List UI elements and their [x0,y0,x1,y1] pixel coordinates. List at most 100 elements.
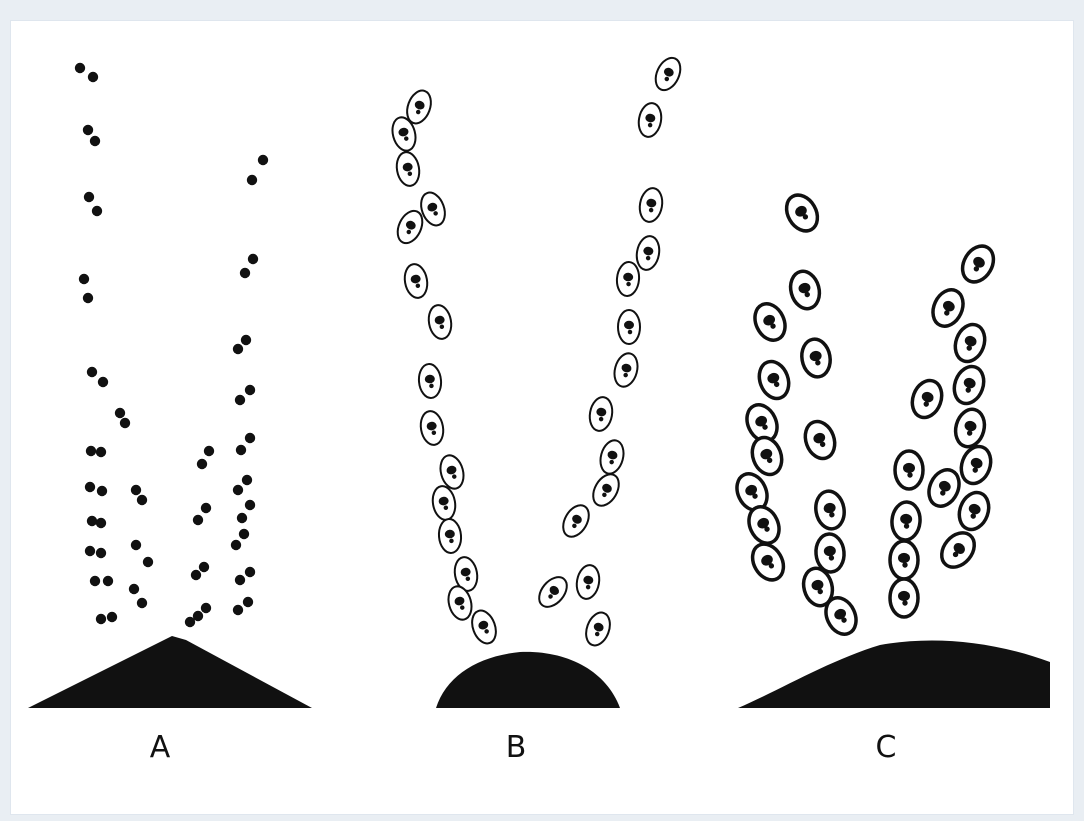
particle-oval [747,505,781,545]
particle-oval [439,454,465,490]
particle-dot [142,556,154,568]
particle-oval [750,435,784,477]
panel-label-a: A [149,730,171,765]
panel-a-ground-cone [28,636,312,708]
particle-dot [89,575,101,587]
panel-a [28,62,312,708]
particle-dot [238,528,250,540]
particle-oval [417,363,443,399]
particle-dot [200,502,212,514]
particle-oval [753,302,787,342]
particle-dot [119,417,131,429]
particle-dot [244,384,256,396]
particle-dot [198,561,210,573]
particle-dot [106,611,118,623]
panel-c-ground-plateau [738,640,1050,708]
particle-dot [234,574,246,586]
particle-dot [84,481,96,493]
panel-b-ground-dome [436,651,620,708]
particle-dot [232,604,244,616]
particle-dot [192,514,204,526]
particle-dot [244,499,256,511]
particle-dot [234,394,246,406]
particle-dot [130,539,142,551]
particle-dot [241,474,253,486]
particle-oval [824,596,858,636]
particle-oval [931,288,965,328]
particle-oval [599,439,625,475]
particle-dot [246,174,258,186]
particle-dot [97,376,109,388]
particle-dot [190,569,202,581]
particle-dot [86,515,98,527]
particle-oval [403,263,429,299]
particle-dot [200,602,212,614]
particle-dot [130,484,142,496]
particle-dot [95,517,107,529]
particle-dot [235,444,247,456]
particle-oval [800,337,832,379]
particle-oval [757,359,791,401]
particle-dot [83,191,95,203]
particle-dot [95,547,107,559]
particle-oval [959,444,993,486]
particle-dot [192,610,204,622]
particle-oval [953,407,987,449]
panel-b-particles [391,56,682,647]
particle-dot [114,407,126,419]
particle-oval [585,611,611,647]
particle-oval [890,500,922,542]
particle-dot [128,583,140,595]
particle-oval [814,532,846,574]
particle-oval [427,304,453,340]
particle-dot [74,62,86,74]
particle-dot [257,154,269,166]
panel-a-particles [74,62,269,628]
particle-oval [538,576,568,608]
particle-oval [592,473,620,507]
particle-dot [203,445,215,457]
panel-label-b: B [505,730,527,765]
particle-oval [952,364,986,406]
particle-oval [893,449,925,491]
particle-oval [471,609,497,645]
panel-c-particles [735,193,996,636]
particle-oval [638,187,664,223]
particle-oval [814,489,846,531]
particle-oval [735,472,769,512]
particle-dot [136,494,148,506]
particle-oval [391,116,417,152]
particle-oval [431,485,457,521]
particle-oval [617,309,641,345]
particle-oval [888,539,920,581]
particle-dot [196,458,208,470]
particle-dot [247,253,259,265]
particle-oval [419,410,445,446]
particle-oval [960,244,996,284]
particle-dot [244,566,256,578]
particle-oval [788,269,822,311]
particle-dot [232,343,244,355]
particle-dot [89,135,101,147]
particle-dot [84,545,96,557]
particle-oval [803,419,837,461]
particle-dot [184,616,196,628]
particle-oval [406,89,432,125]
particle-oval [957,490,991,532]
particle-oval [395,151,421,187]
particle-dot [96,485,108,497]
particle-oval [396,209,424,245]
particle-oval [888,577,920,619]
particle-dot [136,597,148,609]
particle-oval [654,56,682,92]
particle-dot [82,292,94,304]
particle-oval [447,585,473,621]
particle-oval [910,378,944,420]
particle-dot [95,613,107,625]
particle-oval [784,193,820,233]
particle-oval [750,542,786,582]
particle-dot [95,446,107,458]
particle-oval [637,102,663,138]
particle-dot [78,273,90,285]
particle-dot [244,432,256,444]
